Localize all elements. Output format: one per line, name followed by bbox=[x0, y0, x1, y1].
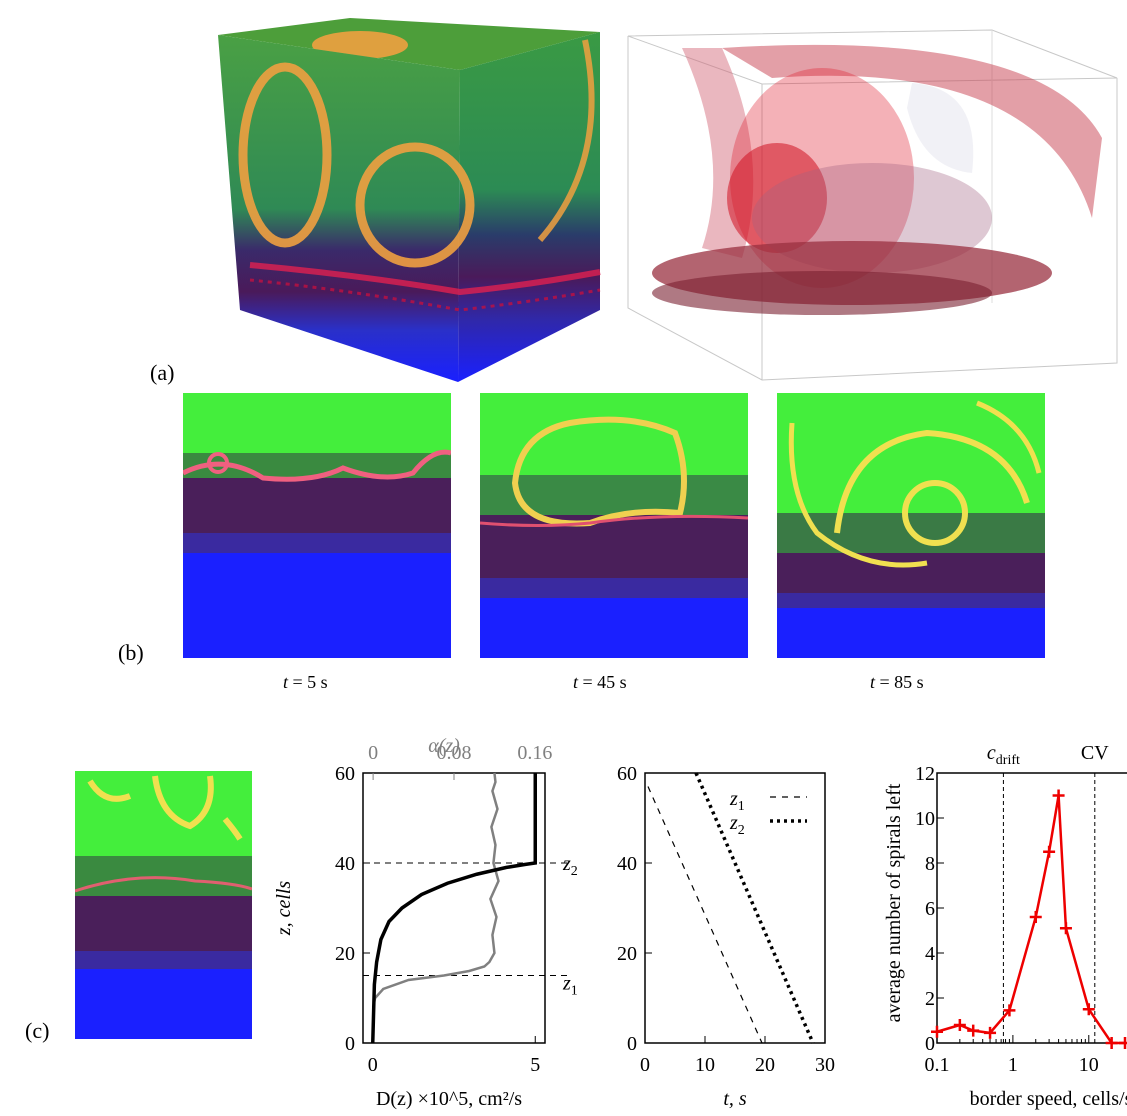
caption-t45: t = 45 s bbox=[573, 672, 627, 692]
chart3-group: 0 2 4 6 8 10 12 0.1 1 10 average number of spirals… bbox=[883, 742, 1127, 1110]
panel-label-c: (c) bbox=[25, 1018, 50, 1043]
chart1-toptick-label: 0.16 bbox=[517, 742, 552, 764]
chart1-ylabel: z, cells bbox=[273, 881, 295, 937]
chart1-top-axis-label: α(z) bbox=[428, 735, 460, 757]
caption-t85: t = 85 s bbox=[870, 672, 924, 692]
chart3-ytick-label: 2 bbox=[925, 988, 935, 1010]
chart2-series-z1 bbox=[647, 786, 763, 1044]
chart1-annotation-z2: z2 bbox=[562, 853, 578, 879]
chart2-xtick-label: 30 bbox=[815, 1054, 835, 1076]
chart3-vline-label-cv: CV bbox=[1081, 742, 1109, 764]
chart1-toptick-label: 0.08 bbox=[437, 742, 472, 764]
chart-spirals-left: 0 2 4 6 8 10 12 0.1 1 10 average number of spirals… bbox=[883, 742, 1127, 1110]
chart3-xtick-label: 1 bbox=[1008, 1054, 1018, 1076]
chart1-ytick-label: 60 bbox=[335, 763, 355, 785]
chart3-ytick-label: 12 bbox=[915, 763, 935, 785]
panel-label-b: (b) bbox=[118, 640, 144, 665]
chart3-xtick-label: 10 bbox=[1079, 1054, 1099, 1076]
chart1-ytick-label: 40 bbox=[335, 853, 355, 875]
caption-t5: t = 5 s bbox=[283, 672, 328, 692]
chart3-frame bbox=[936, 772, 1127, 1044]
chart2-ytick-label: 20 bbox=[617, 943, 637, 965]
panel-label-a: (a) bbox=[150, 360, 175, 385]
chart2-series-z2 bbox=[694, 772, 815, 1044]
chart1-series-D bbox=[371, 773, 537, 1044]
chart3-ytick-label: 4 bbox=[925, 943, 935, 965]
chart1-xtick-label: 0 bbox=[368, 1054, 378, 1076]
chart3-ytick-label: 10 bbox=[915, 808, 935, 830]
chart1-ytick-label: 0 bbox=[345, 1033, 355, 1055]
chart2-legend-label-z2: z2 bbox=[729, 812, 745, 838]
chart3-series-line bbox=[936, 795, 1125, 1045]
chart2-xtick-label: 20 bbox=[755, 1054, 775, 1076]
cube-render-left bbox=[218, 18, 601, 382]
chart3-xtick-label: 0.1 bbox=[925, 1054, 950, 1076]
chart2-ytick-label: 60 bbox=[617, 763, 637, 785]
isosurface-render-right bbox=[627, 29, 1118, 381]
chart2-xtick-label: 10 bbox=[695, 1054, 715, 1076]
chart1-ytick-label: 20 bbox=[335, 943, 355, 965]
chart1-toptick-label: 0 bbox=[368, 742, 378, 764]
chart-diffusion-profile: 0 20 40 60 0 5 0 0.08 0.16 α(z) z, cells D(z) ×10^5… bbox=[273, 735, 578, 1110]
chart3-ytick-label: 8 bbox=[925, 853, 935, 875]
chart2-ytick-label: 40 bbox=[617, 853, 637, 875]
chart2-xtick-label: 0 bbox=[640, 1054, 650, 1076]
chart1-group: 0 20 40 60 0 5 0 0.08 0.16 α(z) z, cells D(z) ×10^5… bbox=[273, 735, 578, 1110]
snapshot-t45 bbox=[480, 393, 748, 658]
chart2-frame bbox=[644, 772, 826, 1044]
chart1-xlabel: D(z) ×10^5, cm²/s bbox=[376, 1088, 522, 1110]
snapshot-t5 bbox=[183, 393, 451, 658]
chart3-xlabel: border speed, cells/s bbox=[970, 1088, 1127, 1110]
chart1-annotation-z1: z1 bbox=[562, 973, 578, 999]
chart1-frame bbox=[362, 772, 546, 1044]
chart1-series-alpha bbox=[371, 772, 500, 1008]
chart2-legend-label-z1: z1 bbox=[729, 788, 745, 814]
chart3-ytick-label: 6 bbox=[925, 898, 935, 920]
chart3-ytick-label: 0 bbox=[925, 1033, 935, 1055]
chart3-ylabel: average number of spirals left bbox=[883, 783, 905, 1022]
snapshot-small bbox=[75, 771, 252, 1039]
chart2-xlabel: t, s bbox=[723, 1088, 747, 1110]
chart2-ytick-label: 0 bbox=[627, 1033, 637, 1055]
snapshot-t85 bbox=[777, 393, 1045, 658]
chart1-xtick-label: 5 bbox=[530, 1054, 540, 1076]
chart3-vline-label-cdrift: cdrift bbox=[987, 742, 1020, 768]
